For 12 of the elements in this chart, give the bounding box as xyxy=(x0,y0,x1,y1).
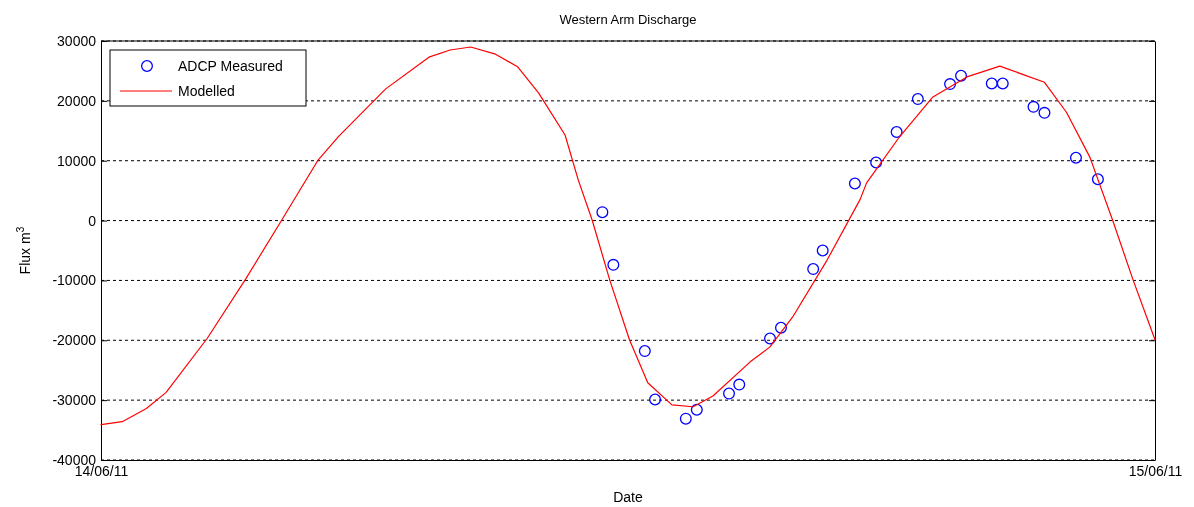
y-tick-label: 0 xyxy=(88,212,97,229)
y-tick-label: -10000 xyxy=(52,272,97,289)
x-axis-title: Date xyxy=(613,489,643,505)
legend-label: ADCP Measured xyxy=(178,58,283,74)
chart-title: Western Arm Discharge xyxy=(559,12,697,27)
y-tick-label: 30000 xyxy=(57,32,97,49)
legend-label: Modelled xyxy=(178,83,235,99)
x-tick-label: 15/06/11 xyxy=(1128,462,1183,479)
y-tick-label: -30000 xyxy=(52,392,97,409)
y-tick-label: 10000 xyxy=(57,152,97,169)
y-tick-label: 20000 xyxy=(57,92,97,109)
y-tick-label: -20000 xyxy=(52,332,97,349)
